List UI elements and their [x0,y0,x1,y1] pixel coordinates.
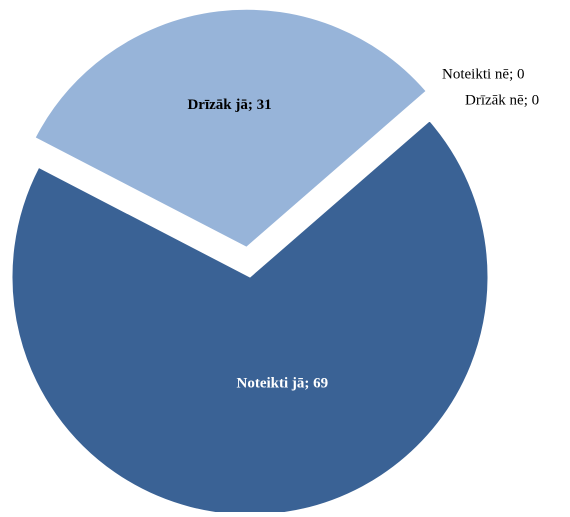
slice-label: Noteikti nē; 0 [442,66,525,82]
slice-label: Noteikti jā; 69 [237,376,329,392]
slice-label: Drīzāk nē; 0 [465,92,539,108]
pie-slice [34,8,427,248]
slice-label: Drīzāk jā; 31 [187,97,271,113]
